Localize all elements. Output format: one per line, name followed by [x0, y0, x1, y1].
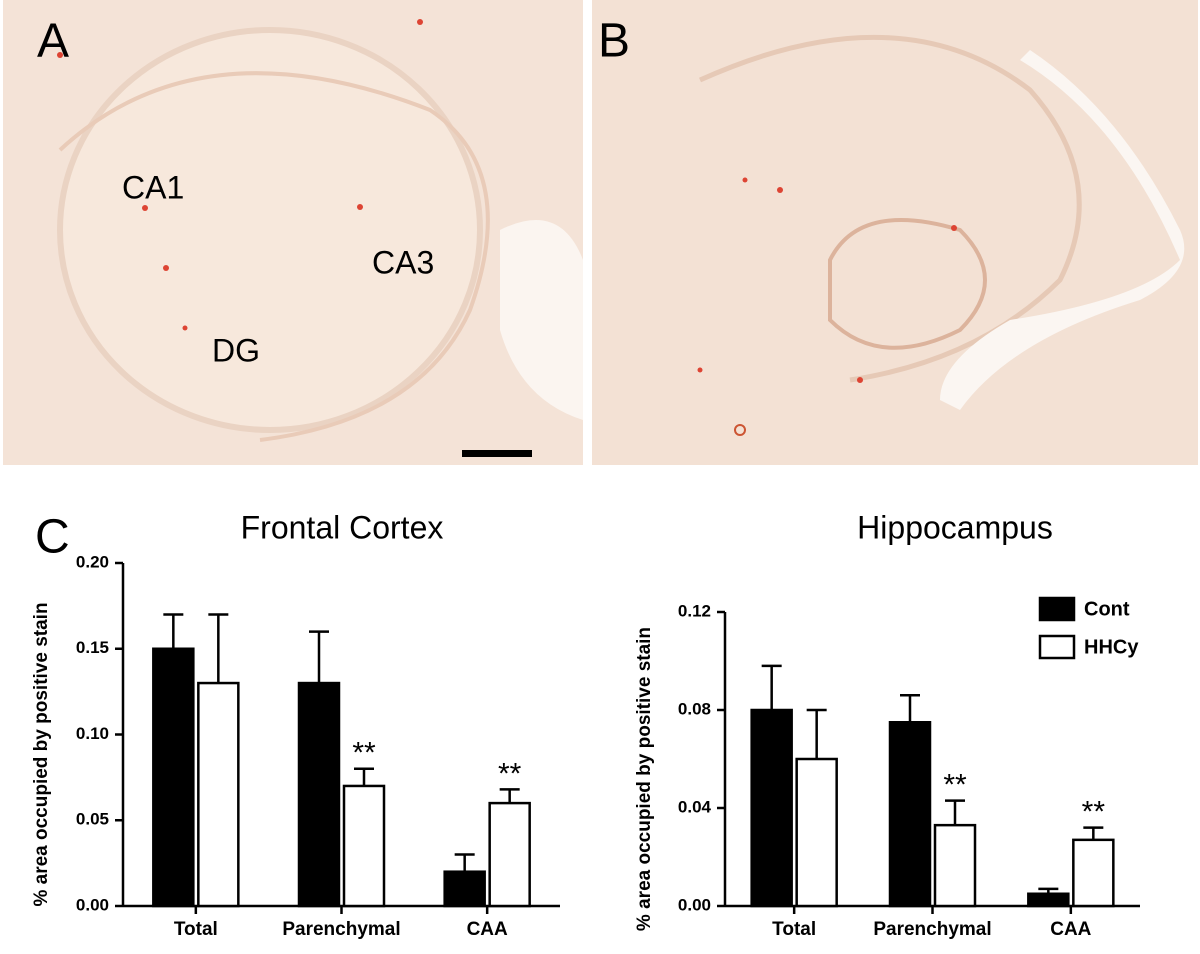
chart-title: Hippocampus [857, 509, 1053, 545]
error-bar [945, 799, 965, 826]
bar [297, 681, 341, 908]
error-bar [1083, 826, 1104, 840]
chart-title: Frontal Cortex [241, 509, 444, 545]
error-bar [354, 767, 374, 786]
error-bar [309, 630, 329, 684]
x-tick-label: CAA [467, 919, 508, 940]
error-bar [900, 694, 920, 723]
y-tick-label: 0.00 [678, 895, 711, 914]
panel-label: B [598, 15, 630, 68]
panel-label: C [35, 511, 70, 564]
y-axis-label: % area occupied by positive stain [634, 627, 655, 931]
bar [488, 801, 531, 908]
panel-label: A [37, 15, 69, 68]
region-label: CA1 [122, 169, 184, 205]
error-bar [163, 613, 184, 649]
x-tick-label: Parenchymal [282, 919, 400, 940]
significance-label: ** [498, 757, 522, 790]
y-tick-label: 0.12 [678, 601, 711, 620]
bar [795, 757, 838, 908]
legend-swatch [1038, 634, 1076, 660]
error-bar [806, 708, 827, 759]
micrograph-a [3, 0, 583, 465]
bar [342, 784, 386, 908]
y-axis-label: % area occupied by positive stain [31, 602, 52, 906]
error-bar [499, 788, 520, 804]
y-tick-label: 0.08 [678, 699, 711, 718]
bar [1072, 838, 1115, 908]
bar [197, 681, 240, 908]
bar [750, 708, 793, 908]
region-label: DG [212, 332, 260, 368]
bar [443, 870, 486, 908]
significance-label: ** [1082, 796, 1106, 829]
legend-swatch [1038, 596, 1076, 622]
bar [888, 721, 932, 908]
y-tick-label: 0.00 [76, 895, 109, 914]
error-bar [761, 664, 782, 710]
y-tick-label: 0.20 [76, 552, 109, 571]
bar [933, 823, 977, 908]
region-label: CA3 [372, 244, 434, 280]
y-tick-label: 0.05 [76, 810, 109, 829]
x-tick-label: Total [772, 919, 816, 940]
error-bar [1038, 887, 1059, 894]
y-tick-label: 0.10 [76, 724, 109, 743]
micrograph-b [592, 0, 1198, 465]
x-tick-label: Total [174, 919, 218, 940]
bar [152, 647, 195, 908]
legend-label: Cont [1084, 598, 1130, 620]
x-tick-label: Parenchymal [873, 919, 991, 940]
y-tick-label: 0.04 [678, 797, 712, 816]
x-tick-label: CAA [1050, 919, 1091, 940]
significance-label: ** [352, 737, 376, 770]
significance-label: ** [943, 769, 967, 802]
error-bar [454, 853, 475, 872]
bar [1027, 892, 1070, 908]
legend-label: HHCy [1084, 636, 1139, 658]
y-tick-label: 0.15 [76, 638, 109, 657]
error-bar [208, 613, 229, 684]
